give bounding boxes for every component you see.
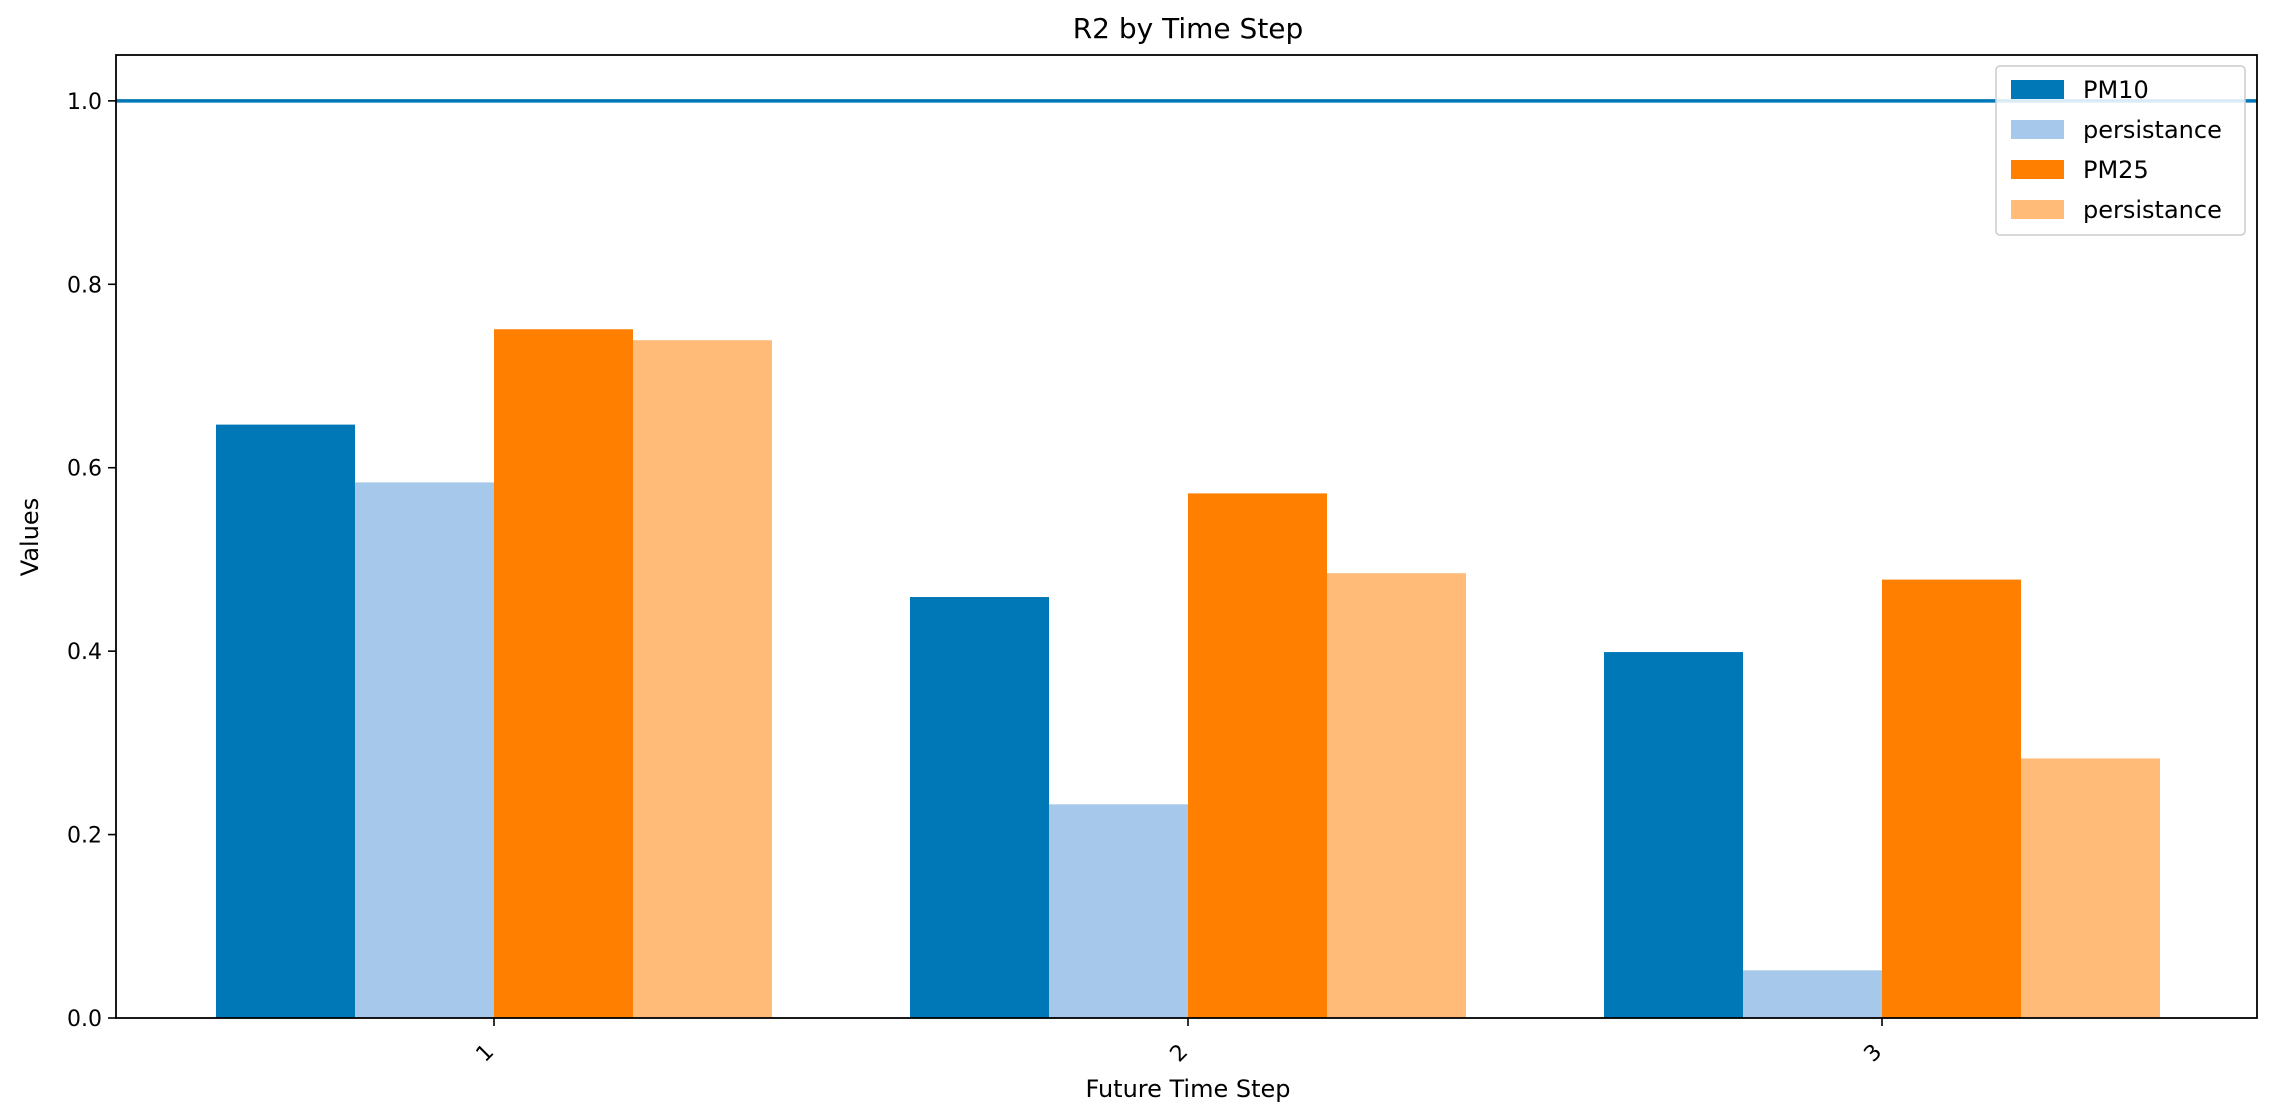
legend-swatch [2011, 160, 2064, 179]
bar-series-2-cat-2 [1049, 804, 1188, 1018]
legend-swatch [2011, 120, 2064, 139]
y-tick-label: 0.2 [67, 824, 102, 849]
legend-label: persistance [2083, 196, 2222, 224]
legend-label: persistance [2083, 116, 2222, 144]
bar-series-2-cat-1 [355, 482, 494, 1019]
y-tick-label: 0.4 [67, 640, 102, 665]
legend-label: PM10 [2083, 76, 2149, 104]
y-tick-label: 0.0 [67, 1007, 102, 1032]
bar-series-1-cat-3 [1604, 652, 1743, 1018]
y-tick-label: 0.6 [67, 457, 102, 482]
legend-box [1995, 65, 2246, 236]
bar-series-1-cat-2 [910, 597, 1049, 1018]
bar-series-3-cat-2 [1188, 493, 1327, 1018]
legend-label: PM25 [2083, 156, 2149, 184]
bar-series-4-cat-2 [1327, 573, 1466, 1018]
legend-swatch [2011, 80, 2064, 99]
plot-frame [115, 54, 2258, 1019]
x-tick-label: 1 [472, 1040, 500, 1068]
x-axis-label: Future Time Step [1085, 1075, 1290, 1103]
legend: PM10 persistance PM25 persistance [1995, 65, 2246, 236]
x-tick-label: 2 [1166, 1040, 1194, 1068]
x-tick-label: 3 [1860, 1040, 1888, 1068]
legend-swatch [2011, 200, 2064, 219]
bar-series-1-cat-1 [216, 424, 355, 1018]
y-tick-label: 0.8 [67, 273, 102, 298]
y-axis-label: Values [16, 498, 44, 576]
bar-series-4-cat-3 [2021, 758, 2160, 1018]
y-tick-label: 1.0 [67, 90, 102, 115]
bar-series-3-cat-1 [494, 329, 633, 1018]
bar-series-4-cat-1 [633, 340, 772, 1018]
bar-series-2-cat-3 [1743, 970, 1882, 1018]
bar-series-3-cat-3 [1882, 579, 2021, 1018]
plot-area: 0.0 0.2 0.4 0.6 0.8 1.0 1 2 3 [67, 54, 2258, 1068]
chart-title: R2 by Time Step [1073, 12, 1304, 45]
